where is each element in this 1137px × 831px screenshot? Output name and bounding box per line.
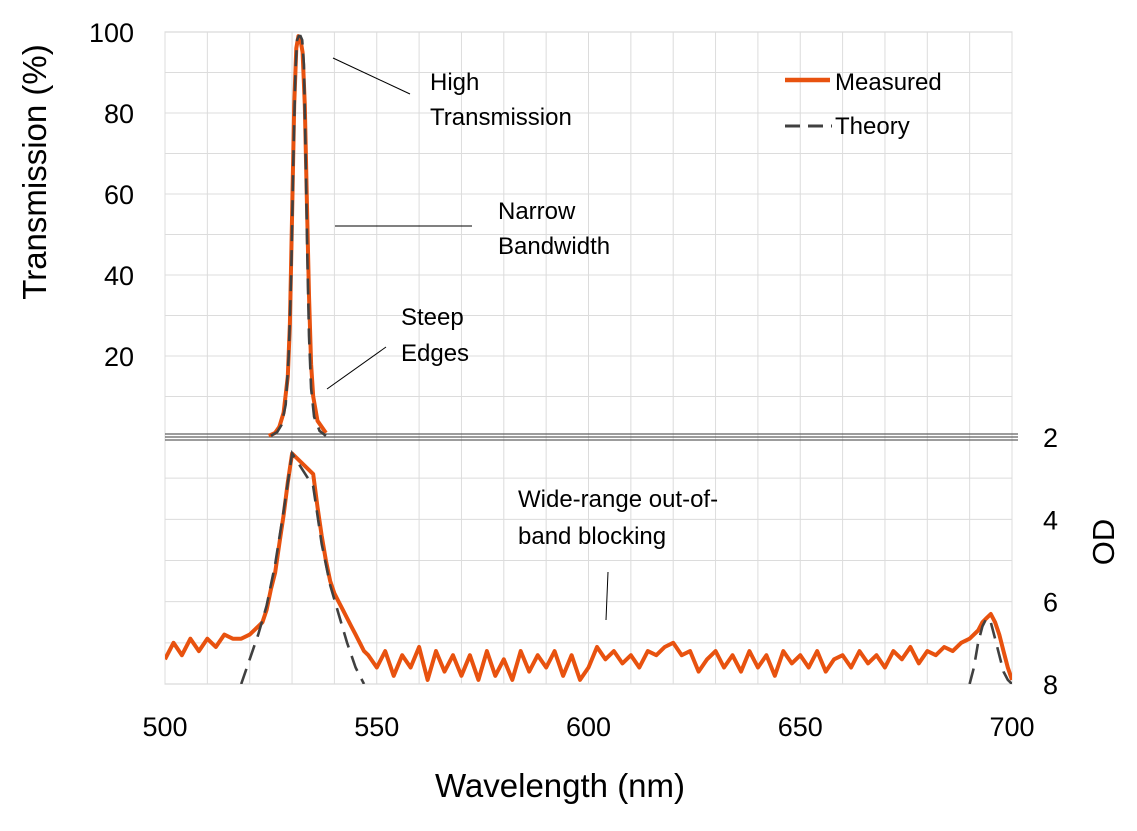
left-tick-label: 20 [104,342,134,372]
left-tick-label: 100 [89,18,134,48]
legend-label-theory: Theory [835,113,910,140]
annotation-steep-line1: Steep [401,304,464,331]
annotations: High Transmission Narrow Bandwidth Steep… [326,57,718,621]
x-tick-label: 600 [566,712,611,742]
annotation-steep-line2: Edges [401,340,469,367]
left-axis-ticks: 20 40 60 80 100 [89,18,134,372]
axis-break [165,433,1018,441]
legend-label-measured: Measured [835,69,942,96]
series-theory-od-line [239,449,366,684]
series-layer [165,34,1012,684]
annotation-pointer-steep [326,346,387,390]
right-tick-label: 8 [1043,670,1058,700]
annotation-narrow-line1: Narrow [498,198,576,225]
gridlines [164,32,1013,684]
legend: Measured Theory [785,69,942,140]
left-tick-label: 40 [104,261,134,291]
x-tick-label: 550 [354,712,399,742]
left-tick-label: 80 [104,99,134,129]
series-theory-transmission-line [270,34,327,437]
x-tick-label: 500 [142,712,187,742]
annotation-narrow-line2: Bandwidth [498,233,610,260]
right-tick-label: 2 [1043,423,1058,453]
y-axis-title-left: Transmission (%) [16,44,53,299]
right-tick-label: 4 [1043,505,1058,535]
left-tick-label: 60 [104,180,134,210]
annotation-pointer-high [332,57,411,95]
x-tick-label: 700 [989,712,1034,742]
annotation-pointer-blocking [605,571,609,621]
series-theory-od-line-right [968,615,1012,684]
x-axis-ticks: 500 550 600 650 700 [142,712,1034,742]
right-tick-label: 6 [1043,588,1058,618]
right-axis-ticks: 2 4 6 8 [1043,423,1058,700]
y-axis-title-right: OD [1086,519,1121,566]
annotation-blocking-line2: band blocking [518,523,666,550]
annotation-high-line1: High [430,69,479,96]
x-tick-label: 650 [778,712,823,742]
annotation-high-line2: Transmission [430,104,572,131]
annotation-blocking-line1: Wide-range out-of- [518,486,718,513]
x-axis-title: Wavelength (nm) [435,767,685,804]
